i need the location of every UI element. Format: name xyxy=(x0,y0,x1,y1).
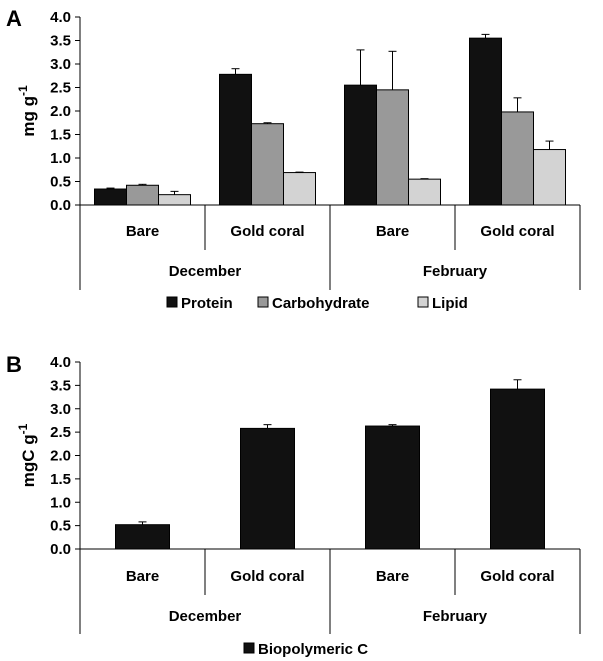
group-label: December xyxy=(169,263,242,280)
y-tick-label: 2.5 xyxy=(50,424,71,441)
panel-label: A xyxy=(6,6,22,31)
y-tick-label: 4.0 xyxy=(50,354,71,371)
bar xyxy=(240,427,295,550)
category-label: Gold coral xyxy=(230,223,304,240)
bar xyxy=(376,89,409,206)
bar xyxy=(501,111,534,206)
category-label: Gold coral xyxy=(480,568,554,585)
group-label: December xyxy=(169,608,242,625)
y-tick-label: 0.5 xyxy=(50,518,71,535)
bar xyxy=(126,184,159,206)
y-tick-label: 1.0 xyxy=(50,494,71,511)
y-tick-label: 3.0 xyxy=(50,401,71,418)
legend-swatch xyxy=(166,296,178,308)
bar xyxy=(533,149,566,206)
bar xyxy=(219,73,252,206)
bar xyxy=(490,388,545,550)
legend-label: Biopolymeric C xyxy=(258,641,368,658)
legend-label: Carbohydrate xyxy=(272,295,370,312)
y-tick-label: 0.0 xyxy=(50,541,71,558)
y-axis-label: mg g-1 xyxy=(16,85,38,137)
y-tick-label: 0.0 xyxy=(50,197,71,214)
y-axis-label: mgC g-1 xyxy=(16,423,38,487)
bar xyxy=(469,37,502,206)
y-tick-label: 0.5 xyxy=(50,174,71,191)
category-label: Bare xyxy=(126,223,159,240)
y-axis-label-superscript: -1 xyxy=(16,85,30,96)
y-axis-label-superscript: -1 xyxy=(16,423,30,434)
category-label: Bare xyxy=(376,223,409,240)
y-tick-label: 1.0 xyxy=(50,150,71,167)
bar xyxy=(94,188,127,206)
y-tick-label: 4.0 xyxy=(50,9,71,26)
y-tick-label: 3.5 xyxy=(50,377,71,394)
category-label: Gold coral xyxy=(230,568,304,585)
legend-label: Protein xyxy=(181,295,233,312)
y-tick-label: 3.5 xyxy=(50,33,71,50)
group-label: February xyxy=(423,608,488,625)
bar xyxy=(158,194,191,206)
panel-label: B xyxy=(6,352,22,377)
bar xyxy=(408,178,441,206)
bar xyxy=(115,524,170,550)
legend-swatch xyxy=(257,296,269,308)
legend-label: Lipid xyxy=(432,295,468,312)
category-label: Bare xyxy=(126,568,159,585)
y-axis-label-text: mgC g xyxy=(19,434,38,487)
category-label: Gold coral xyxy=(480,223,554,240)
y-tick-label: 2.0 xyxy=(50,448,71,465)
bar xyxy=(283,172,316,206)
y-axis-label-text: mg g xyxy=(19,96,38,137)
legend-swatch xyxy=(417,296,429,308)
category-label: Bare xyxy=(376,568,409,585)
y-tick-label: 2.5 xyxy=(50,80,71,97)
bar xyxy=(344,84,377,206)
y-tick-label: 3.0 xyxy=(50,56,71,73)
bar xyxy=(251,123,284,206)
legend-swatch xyxy=(243,642,255,654)
bar xyxy=(365,425,420,550)
y-tick-label: 2.0 xyxy=(50,103,71,120)
y-tick-label: 1.5 xyxy=(50,127,71,144)
y-tick-label: 1.5 xyxy=(50,471,71,488)
group-label: February xyxy=(423,263,488,280)
